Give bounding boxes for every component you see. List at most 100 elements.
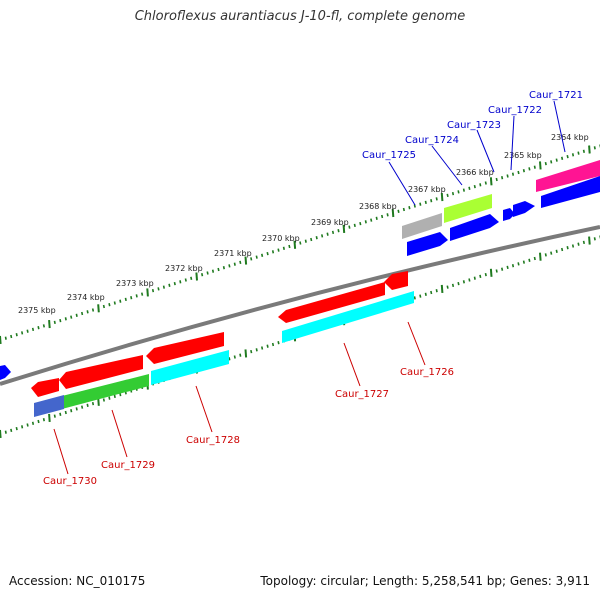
major-tick [539,161,542,170]
label-caur-1724[interactable]: Caur_1724 [405,135,459,146]
gene-left-edge-arrow[interactable] [0,365,11,380]
gene-caur-1721-arrow[interactable] [536,160,600,192]
minor-tick [593,146,596,150]
minor-tick [544,161,547,166]
label-caur-1722[interactable]: Caur_1722 [488,105,542,116]
gene-caur-1728b-arrow[interactable] [151,350,229,385]
gene-caur-1723-arrow[interactable] [513,201,535,217]
minor-tick [370,218,373,222]
minor-tick [522,169,525,173]
gene-caur-1722-arrow[interactable] [541,176,600,208]
label-caur-1728[interactable]: Caur_1728 [186,435,240,446]
gene-caur-1729-arrow[interactable] [59,355,143,389]
minor-tick [544,253,547,257]
minor-tick [277,248,280,252]
gene-caur-1724b-arrow[interactable] [450,214,499,241]
minor-tick [271,342,275,347]
gene-caur-1727b-arrow[interactable] [282,291,414,343]
minor-tick [561,247,564,252]
major-tick [146,288,149,297]
minor-tick [206,271,209,275]
tick-label-2372: 2372 kbp [165,264,203,273]
minor-tick [124,297,127,302]
minor-tick [130,296,133,300]
tick-label-2374: 2374 kbp [67,293,105,302]
minor-tick [386,213,389,217]
minor-tick [511,264,515,268]
minor-tick [31,421,35,425]
minor-tick [10,334,13,339]
minor-tick [75,407,78,411]
minor-tick [511,172,515,176]
minor-tick [64,317,67,321]
major-tick [293,240,297,249]
minor-tick [473,276,476,280]
gene-caur-1730b-arrow[interactable] [34,395,64,417]
minor-tick [430,199,433,203]
top-strand-genes [0,160,600,380]
minor-tick [337,229,340,233]
minor-tick [397,209,400,213]
label-caur-1723[interactable]: Caur_1723 [447,120,501,131]
minor-tick [255,348,258,352]
minor-tick [555,158,558,162]
minor-tick [310,237,313,242]
gene-caur-1729b-arrow[interactable] [62,374,149,409]
minor-tick [53,414,56,418]
minor-tick [190,276,193,280]
minor-tick [484,181,487,185]
gene-caur-1726-arrow[interactable] [384,271,408,290]
gene-caur-1728-arrow[interactable] [146,332,224,364]
minor-tick [233,262,236,266]
major-tick [588,236,591,245]
gene-caur-1727-arrow[interactable] [278,282,385,323]
minor-tick [26,423,29,427]
minor-tick [179,280,182,284]
minor-tick [75,313,78,317]
minor-tick [424,200,427,205]
minor-tick [255,255,258,259]
minor-tick [4,430,7,434]
gene-misc-small-arrow[interactable] [503,208,515,221]
label-caur-1727[interactable]: Caur_1727 [335,389,389,400]
minor-tick [37,419,40,424]
minor-tick [533,165,536,169]
minor-tick [408,206,411,210]
minor-tick [173,281,176,286]
minor-tick [250,349,253,354]
label-caur-1729[interactable]: Caur_1729 [101,460,155,471]
major-tick [391,208,395,218]
minor-tick [353,223,356,228]
minor-tick [250,257,253,261]
label-caur-1726[interactable]: Caur_1726 [400,367,454,378]
tick-label-2370: 2370 kbp [262,234,300,243]
major-tick [489,177,493,186]
minor-tick [201,273,204,277]
minor-tick [331,230,335,235]
minor-tick [59,412,62,416]
minor-tick [550,160,553,164]
minor-tick [419,294,422,298]
minor-tick [184,278,187,282]
label-caur-1721[interactable]: Caur_1721 [529,90,583,101]
major-tick [195,272,198,281]
gene-caur-1725b-arrow[interactable] [407,232,448,256]
minor-tick [282,246,285,250]
label-caur-1725[interactable]: Caur_1725 [362,150,416,161]
minor-tick [59,318,62,323]
map-title: Chloroflexus aurantiacus J-10-fl, comple… [134,9,466,24]
minor-tick [70,315,73,319]
minor-tick [446,285,449,289]
gene-caur-1725-arrow[interactable] [402,213,442,239]
minor-tick [239,353,242,357]
gene-caur-1730-arrow[interactable] [31,378,59,397]
label-caur-1730[interactable]: Caur_1730 [43,476,97,487]
tick-label-2367: 2367 kbp [408,185,446,194]
tick-label-2366: 2366 kbp [456,168,494,177]
major-tick [0,335,2,345]
minor-tick [484,272,487,277]
minor-tick [91,308,95,312]
gene-caur-1724-arrow[interactable] [444,194,492,223]
minor-tick [435,197,438,201]
